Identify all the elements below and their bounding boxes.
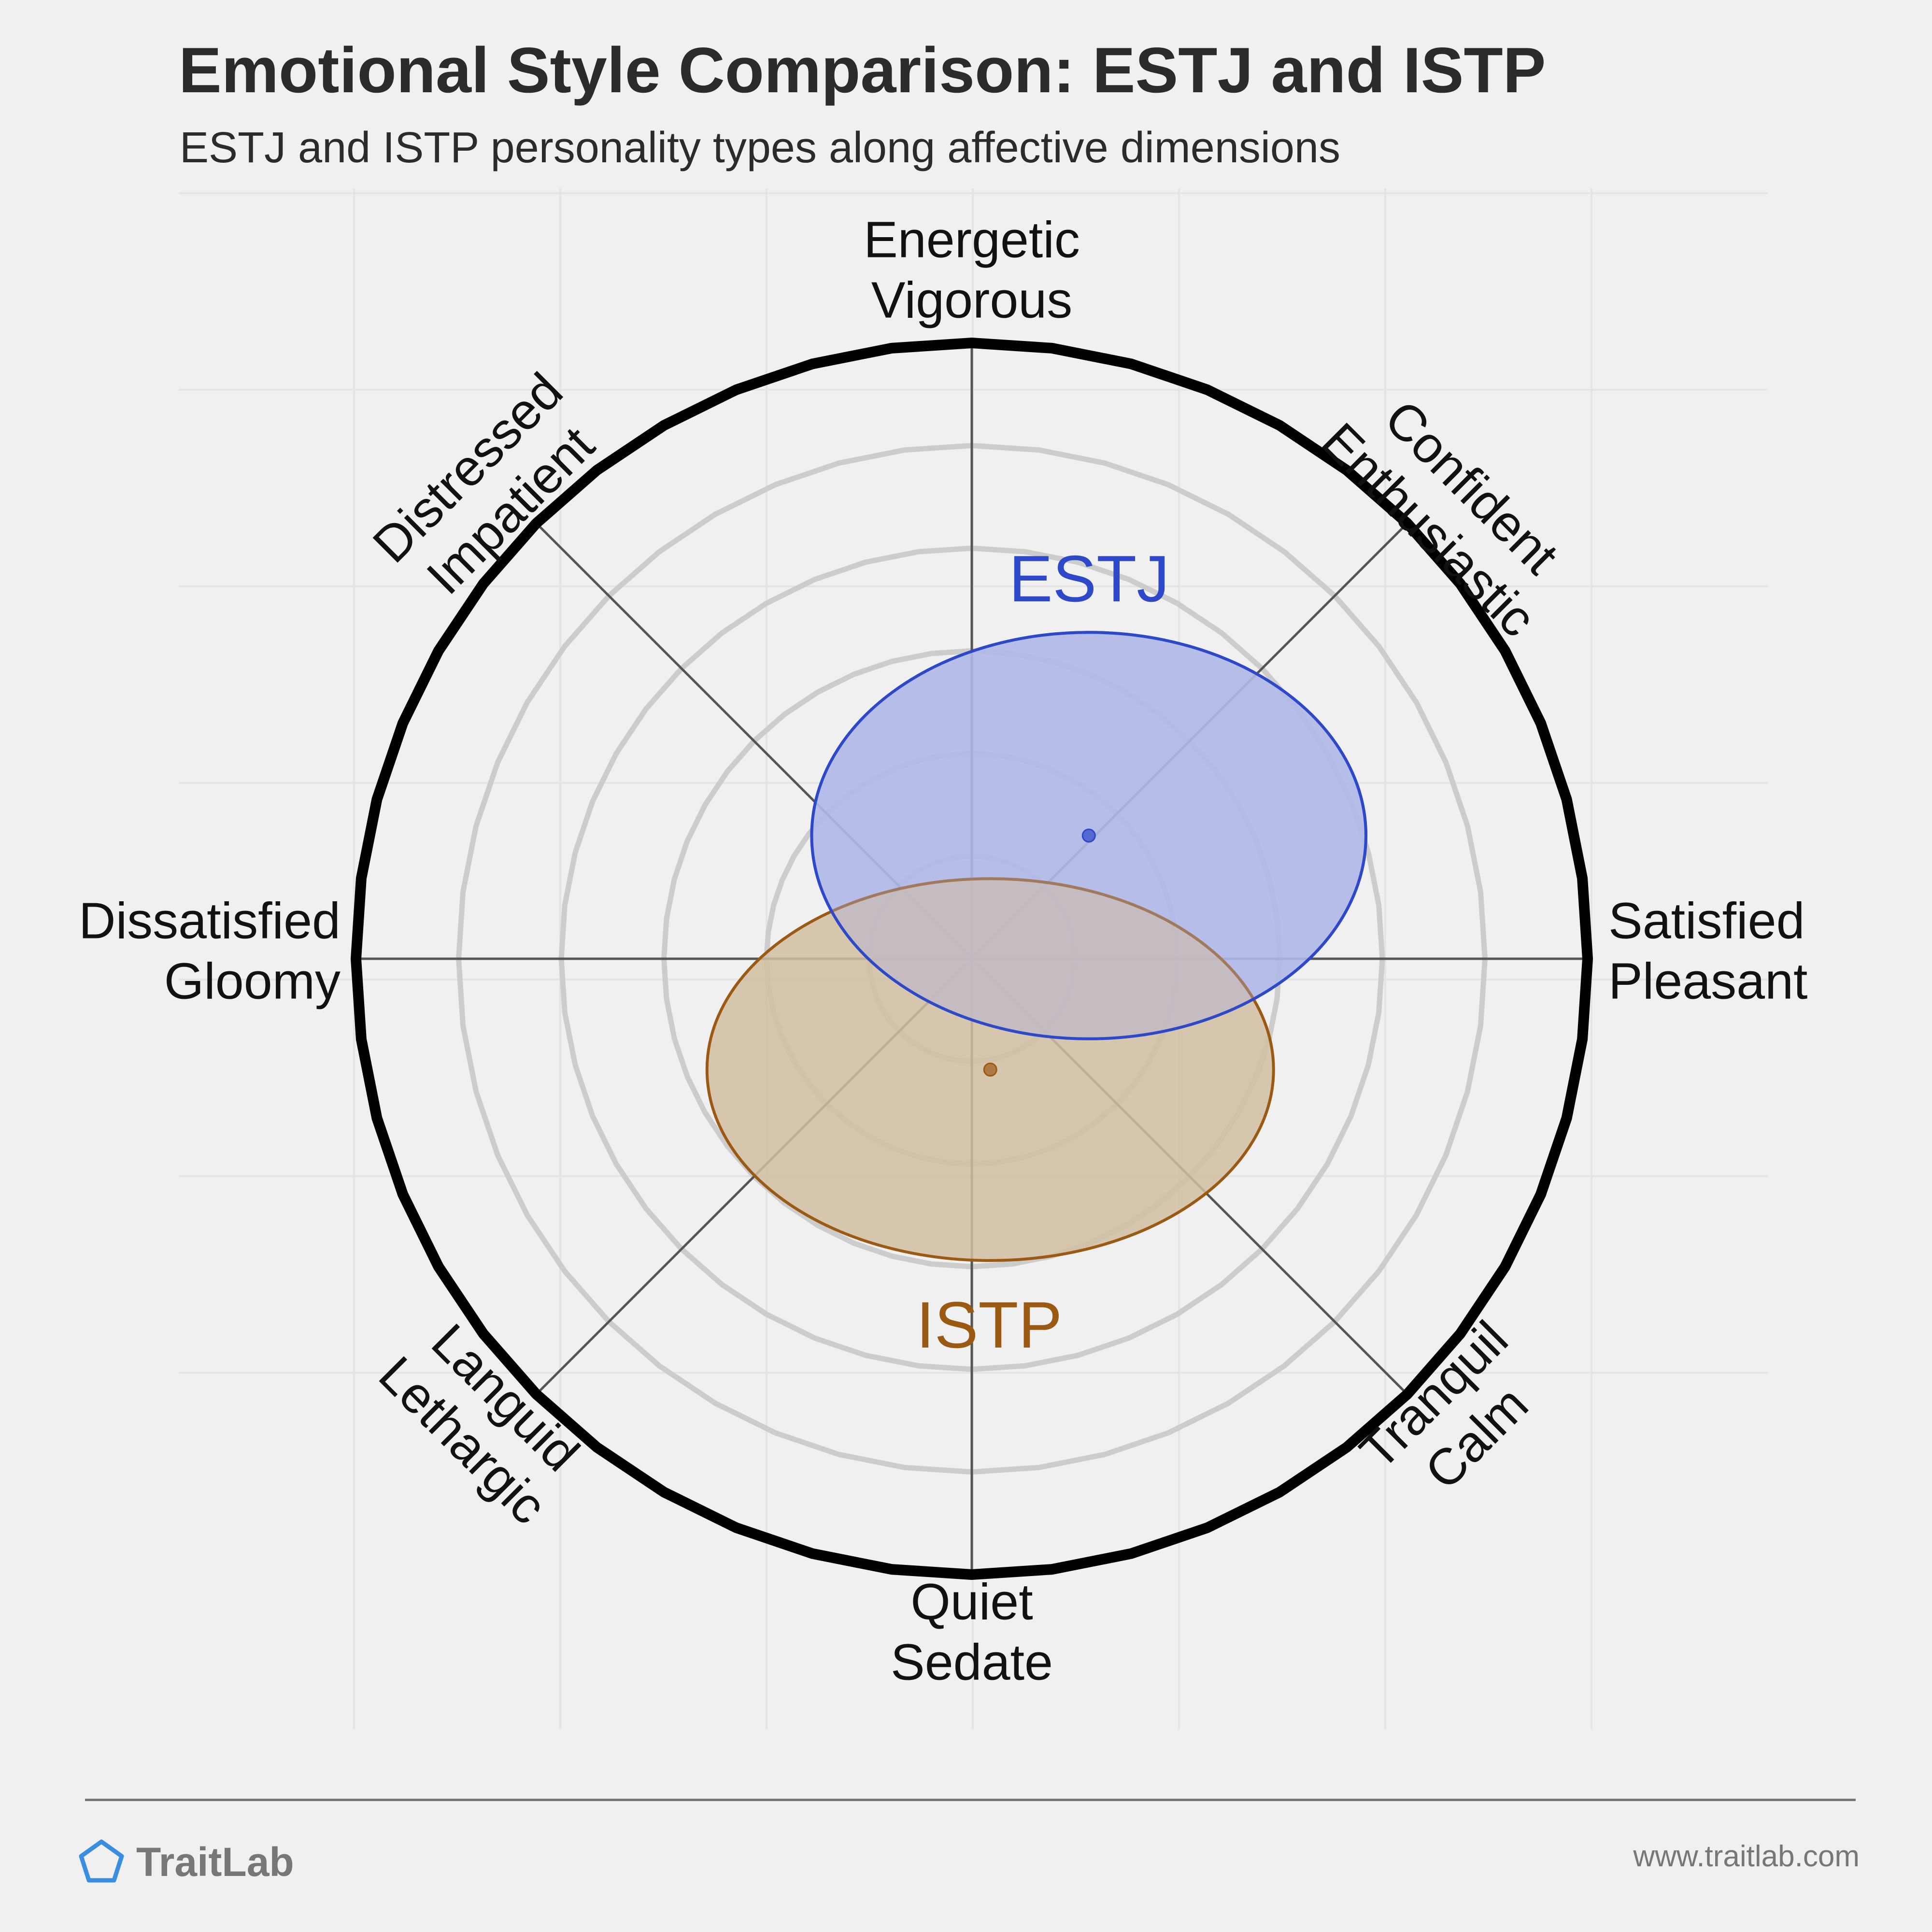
brand-logo[interactable]: TraitLab <box>77 1831 294 1893</box>
estj-label: ESTJ <box>1009 542 1170 615</box>
axis-label-line: Gloomy <box>164 953 341 1010</box>
chart-subtitle: ESTJ and ISTP personality types along af… <box>180 124 1340 172</box>
axis-label-line: Dissatisfied <box>79 893 341 950</box>
pentagon-icon <box>79 1839 124 1883</box>
axis-label-line: Vigorous <box>871 272 1072 329</box>
brand-name: TraitLab <box>136 1839 294 1885</box>
chart-title: Emotional Style Comparison: ESTJ and IST… <box>179 35 1546 106</box>
axis-label-line: Pleasant <box>1608 953 1808 1010</box>
istp-label: ISTP <box>916 1288 1062 1362</box>
axis-label-line: Sedate <box>891 1634 1053 1691</box>
axis-label-line: Energetic <box>864 212 1080 269</box>
istp-center-point <box>983 1063 997 1077</box>
site-url[interactable]: www.traitlab.com <box>1633 1840 1860 1873</box>
axis-label-line: Satisfied <box>1608 893 1805 950</box>
estj-center-point <box>1081 828 1096 843</box>
outer-ring <box>351 338 1593 1580</box>
axis-label-line: Quiet <box>910 1574 1033 1631</box>
footer-divider <box>85 1799 1856 1801</box>
